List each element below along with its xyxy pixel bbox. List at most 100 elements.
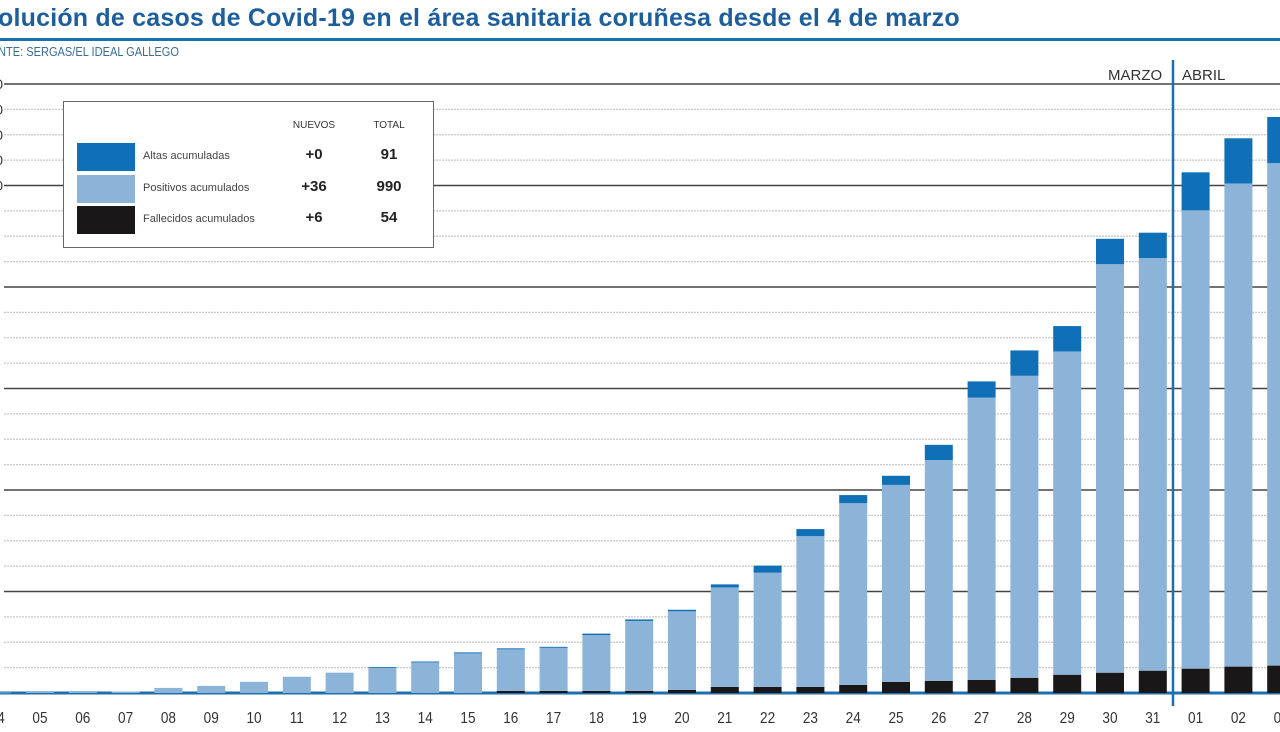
bar-positivos [1181,210,1210,669]
bar-fallecidos [839,684,868,693]
x-tick-label: 16 [503,710,518,727]
bar-positivos [411,662,440,693]
bar-fallecidos [496,690,525,693]
bar-fallecidos [625,690,654,693]
x-tick-label: 09 [204,710,219,727]
bar-altas [1224,138,1253,184]
legend-label-fallecidos: Fallecidos acumulados [143,213,255,225]
bar-altas [668,609,696,612]
bar-altas [454,652,482,654]
bar-altas [1010,350,1039,376]
bar-altas [839,495,868,504]
x-tick-label: 25 [888,710,903,727]
bar-fallecidos [710,686,739,693]
bar-altas [882,475,910,485]
legend: NUEVOS TOTAL Altas acumuladas +0 91 Posi… [63,101,434,248]
bar-fallecidos [668,689,696,693]
bar-altas [1096,238,1124,265]
x-tick-label: 08 [161,710,176,727]
y-tick-label: 1000 [0,178,3,194]
y-tick-label: 1050 [0,152,3,168]
bar-positivos [154,687,183,693]
x-tick-label: 10 [246,710,261,727]
bar-positivos [496,649,525,691]
bar-altas [967,381,996,398]
month-label-marzo: MARZO [1108,67,1163,84]
bar-positivos [796,536,825,687]
bar-altas [924,444,953,461]
bar-fallecidos [1267,665,1280,693]
bar-fallecidos [582,690,611,693]
x-tick-label: 11 [290,710,304,727]
legend-total-fallecidos: 54 [380,209,398,226]
bar-altas [411,661,440,663]
bar-fallecidos [753,686,782,693]
x-tick-label: 18 [589,710,604,727]
bar-fallecidos [1224,666,1253,693]
legend-header-nuevos: NUEVOS [292,120,336,131]
y-tick-label: 1100 [0,127,3,143]
bar-altas [539,646,568,648]
x-tick-label: 07 [118,710,133,727]
bar-positivos [1224,183,1253,667]
legend-nuevos-positivos: +36 [301,178,327,195]
bar-fallecidos [1138,670,1167,693]
bar-positivos [0,692,12,694]
bar-fallecidos [539,690,568,693]
bar-fallecidos [1010,677,1039,693]
legend-swatch-fallecidos [77,206,135,234]
bar-positivos [882,484,910,682]
bar-altas [1181,172,1210,211]
legend-label-altas: Altas acumuladas [143,150,230,162]
x-tick-label: 05 [32,710,47,727]
x-tick-label: 27 [974,710,989,727]
bar-positivos [1267,163,1280,666]
bar-altas [368,667,397,668]
x-tick-label: 12 [332,710,347,727]
x-tick-label: 20 [674,710,689,727]
legend-header-total: TOTAL [373,120,405,131]
bar-positivos [1053,351,1082,675]
legend-label-positivos: Positivos acumulados [143,182,250,194]
x-tick-label: 23 [803,710,818,727]
chart-source: NTE: SERGAS/EL IDEAL GALLEGO [0,44,179,59]
legend-total-positivos: 990 [376,178,402,195]
bar-positivos [668,611,696,690]
bar-fallecidos [924,680,953,693]
bar-fallecidos [1053,674,1082,693]
bar-positivos [1096,264,1124,673]
bar-altas [1267,116,1280,164]
x-tick-label: 17 [546,710,561,727]
bar-positivos [454,653,482,693]
month-label-abril: ABRIL [1182,67,1226,84]
bar-altas [753,565,782,573]
bar-altas [710,584,739,588]
bar-altas [1053,326,1082,352]
bar-positivos [839,503,868,685]
x-tick-label: 03 [1274,710,1280,727]
x-tick-label: 02 [1231,710,1246,727]
bar-positivos [710,587,739,687]
bar-fallecidos [882,681,910,693]
x-tick-label: 22 [760,710,775,727]
bar-positivos [582,635,611,691]
x-tick-label: 30 [1102,710,1117,727]
bar-altas [582,633,611,636]
x-tick-label: 19 [632,710,647,727]
bar-positivos [282,676,311,693]
bar-positivos [1010,375,1039,678]
bar-positivos [967,397,996,680]
bar-positivos [325,672,354,693]
bar-fallecidos [1096,672,1124,693]
bar-positivos [368,667,397,693]
bar-fallecidos [1181,668,1210,693]
x-tick-label: 26 [931,710,946,727]
bar-fallecidos [967,679,996,693]
legend-nuevos-altas: +0 [305,146,323,163]
x-tick-label: 21 [717,710,732,727]
bar-altas [496,648,525,650]
x-tick-label: 31 [1145,710,1160,727]
bar-altas [625,619,654,621]
y-tick-label: 1150 [0,101,3,117]
